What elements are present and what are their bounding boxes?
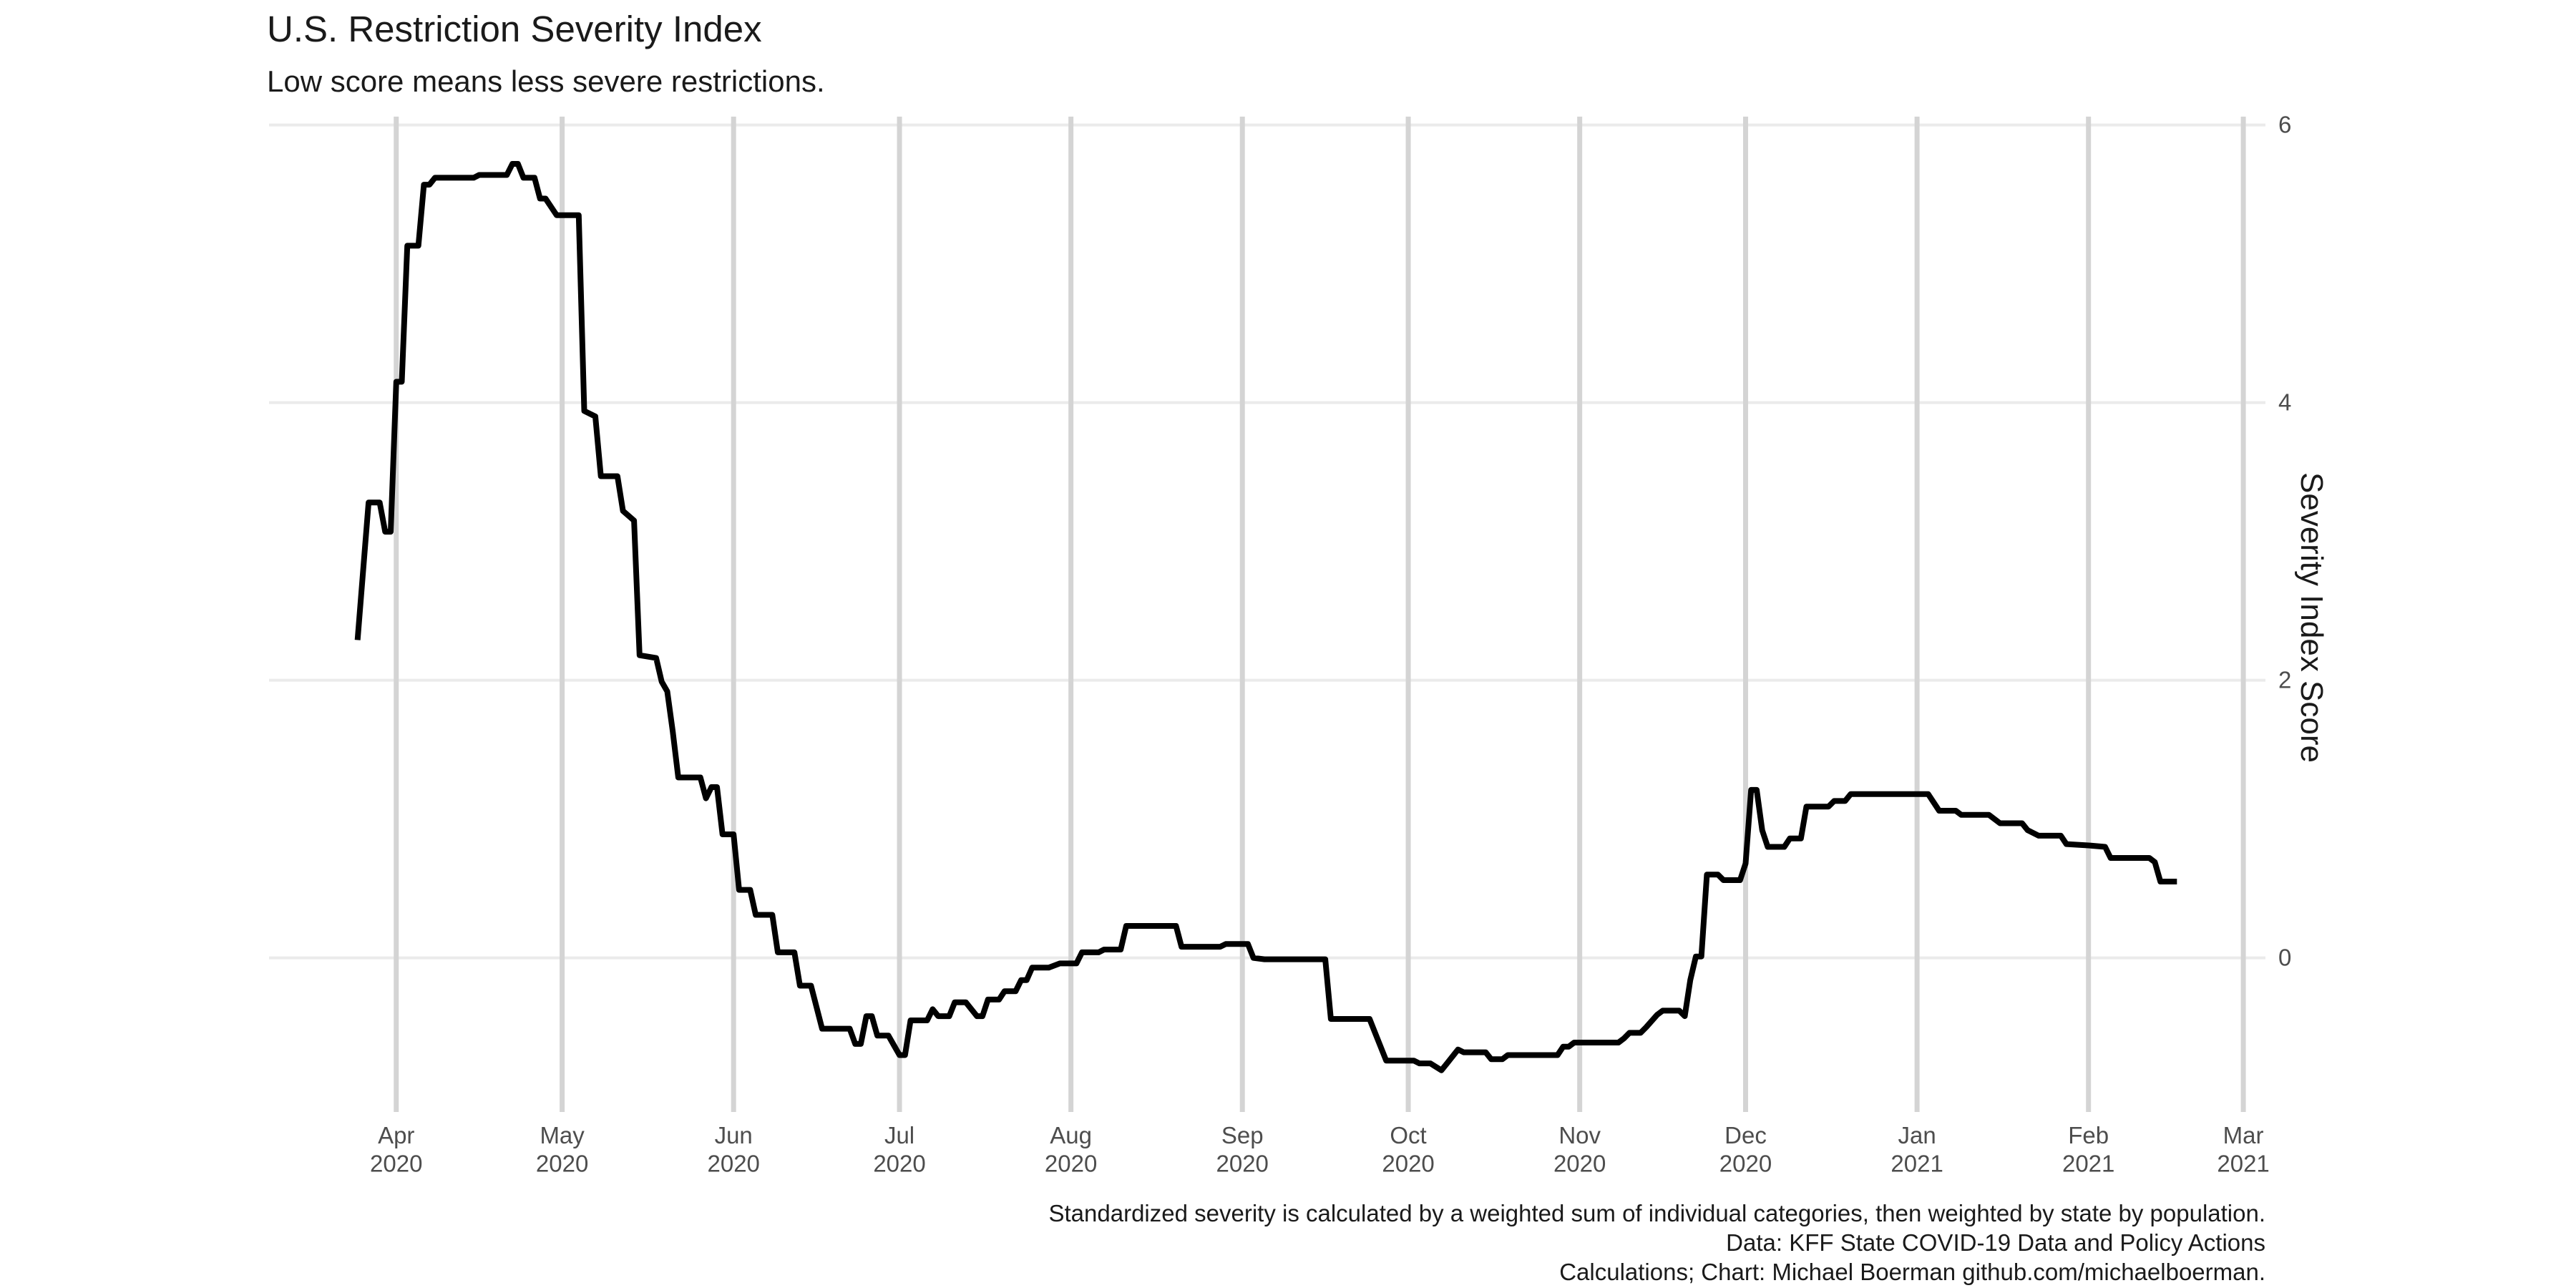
y-axis-title: Severity Index Score bbox=[2294, 472, 2329, 763]
x-tick-label: Nov 2020 bbox=[1553, 1122, 1606, 1177]
x-tick-label: May 2020 bbox=[536, 1122, 588, 1177]
x-tick-label: Aug 2020 bbox=[1045, 1122, 1097, 1177]
x-tick-label: Jun 2020 bbox=[707, 1122, 759, 1177]
y-tick-label: 2 bbox=[2278, 667, 2291, 693]
x-tick-label: Apr 2020 bbox=[370, 1122, 422, 1177]
x-tick-label: Jul 2020 bbox=[873, 1122, 925, 1177]
caption: Calculations; Chart: Michael Boerman git… bbox=[1559, 1259, 2265, 1285]
caption: Standardized severity is calculated by a… bbox=[1048, 1200, 2265, 1226]
chart-title: U.S. Restriction Severity Index bbox=[267, 9, 762, 49]
x-tick-label: Feb 2021 bbox=[2062, 1122, 2114, 1177]
x-tick-label: Sep 2020 bbox=[1216, 1122, 1269, 1177]
x-tick-label: Dec 2020 bbox=[1719, 1122, 1772, 1177]
y-tick-label: 4 bbox=[2278, 389, 2291, 416]
caption: Data: KFF State COVID-19 Data and Policy… bbox=[1726, 1229, 2265, 1256]
line bbox=[354, 161, 2177, 1073]
x-tick-label: Jan 2021 bbox=[1890, 1122, 1943, 1177]
chart-subtitle: Low score means less severe restrictions… bbox=[267, 64, 825, 98]
y-tick-label: 6 bbox=[2278, 112, 2291, 138]
x-tick-label: Mar 2021 bbox=[2217, 1122, 2269, 1177]
y-tick-label: 0 bbox=[2278, 945, 2291, 971]
grid bbox=[269, 117, 2265, 1112]
x-tick-label: Oct 2020 bbox=[1382, 1122, 1434, 1177]
